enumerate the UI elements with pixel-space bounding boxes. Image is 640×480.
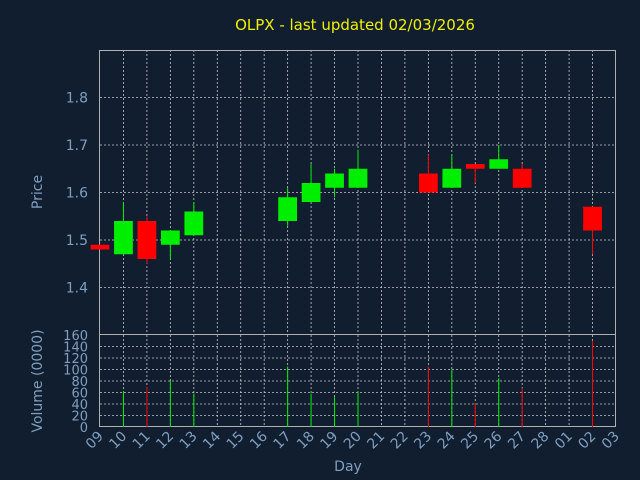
volume-tick-label: 0 [80, 421, 88, 436]
candle [418, 154, 438, 193]
candle-body [301, 183, 321, 202]
candle-body [184, 211, 204, 236]
volume-tick-label: 40 [71, 398, 88, 413]
volume-tick-label: 80 [71, 375, 88, 390]
day-tick-label: 01 [552, 429, 576, 453]
candle [489, 145, 509, 169]
day-tick-label: 15 [224, 429, 248, 453]
volume-bars [122, 340, 594, 427]
day-tick-label: 20 [341, 429, 365, 453]
volume-tick-label: 160 [63, 329, 88, 344]
candle [114, 202, 133, 255]
candle-body [418, 173, 438, 193]
day-tick-label: 24 [435, 428, 459, 452]
candle [512, 164, 532, 188]
candle-body [160, 230, 180, 245]
candle-body [348, 168, 368, 188]
price-tick-label: 1.4 [66, 281, 88, 297]
candle-body [325, 173, 344, 188]
candle [90, 244, 110, 250]
candle-body [137, 221, 157, 259]
price-tick-label: 1.8 [66, 91, 88, 107]
candle-body [90, 244, 110, 250]
day-tick-label: 14 [200, 428, 224, 452]
day-tick-label: 13 [177, 429, 201, 453]
day-tick-label: 17 [271, 429, 295, 453]
day-tick-label: 25 [458, 429, 482, 453]
candle [137, 216, 157, 264]
day-tick-label: 02 [575, 429, 599, 453]
volume-axis-label: Volume (0000) [30, 329, 46, 432]
price-tick-label: 1.5 [66, 233, 88, 249]
candle-body [442, 168, 462, 188]
candles [90, 145, 602, 264]
candle [325, 168, 344, 198]
candle-body [512, 168, 532, 188]
day-tick-label: 11 [130, 429, 154, 453]
candle-body [278, 197, 298, 221]
candle [348, 149, 368, 188]
day-tick-label: 28 [529, 429, 553, 453]
candle-body [465, 164, 485, 169]
x-axis-label: Day [334, 459, 362, 475]
candle-body [583, 206, 602, 231]
volume-tick-label: 100 [63, 364, 88, 379]
volume-tick-label: 60 [71, 387, 88, 402]
candle [278, 187, 298, 226]
volume-tick-label: 20 [71, 410, 88, 425]
candle [160, 230, 180, 259]
day-tick-label: 27 [505, 429, 529, 453]
day-tick-label: 18 [294, 429, 318, 453]
day-tick-label: 23 [411, 429, 435, 453]
candle-body [114, 221, 133, 255]
candle [465, 164, 485, 183]
price-tick-label: 1.7 [66, 138, 88, 154]
chart-title: OLPX - last updated 02/03/2026 [235, 16, 475, 34]
price-tick-label: 1.6 [66, 186, 88, 202]
day-tick-label: 12 [153, 429, 177, 453]
price-axis-label: Price [30, 175, 46, 209]
x-ticks: 09 10 11 12 13 14 15 16 17 18 19 20 21 22 23 24 25 26 27 28… [83, 428, 623, 452]
volume-tick-label: 120 [63, 352, 88, 367]
price-grid [100, 50, 616, 335]
day-tick-label: 03 [599, 429, 623, 453]
candle [301, 164, 321, 202]
candle [184, 202, 204, 236]
day-tick-label: 19 [317, 429, 341, 453]
day-tick-label: 22 [388, 429, 412, 453]
candle-body [489, 159, 509, 169]
day-tick-label: 26 [482, 428, 506, 452]
price-y-ticks: 1.4 1.5 1.6 1.7 1.8 [66, 91, 88, 297]
day-tick-label: 10 [106, 429, 130, 453]
candle [583, 206, 602, 255]
candle [442, 154, 462, 188]
volume-tick-label: 140 [63, 341, 88, 356]
day-tick-label: 21 [364, 429, 388, 453]
day-tick-label: 16 [247, 428, 271, 452]
